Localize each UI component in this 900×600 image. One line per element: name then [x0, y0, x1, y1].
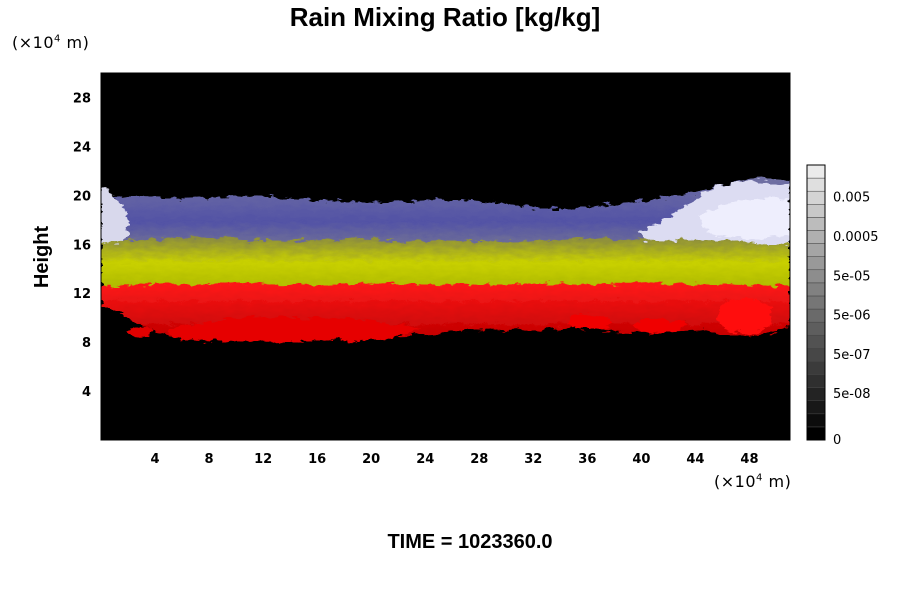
colorbar-level [806, 190, 826, 205]
colorbar-level [806, 164, 826, 179]
colorbar-label: 0 [833, 433, 841, 448]
rain-field [101, 178, 790, 343]
colorbar-level [806, 256, 826, 271]
x-tick-label: 48 [740, 452, 758, 467]
middle-band [101, 237, 790, 294]
chart-title: Rain Mixing Ratio [kg/kg] [289, 2, 601, 32]
y-axis-unit: (×104 m) [12, 33, 90, 52]
colorbar-level [806, 400, 826, 415]
colorbar-level [806, 321, 826, 336]
y-tick-label: 24 [73, 140, 91, 155]
colorbar-level [806, 374, 826, 388]
colorbar-level [806, 177, 826, 192]
x-tick-label: 40 [632, 452, 650, 467]
y-tick-label: 28 [73, 91, 91, 106]
x-axis-ticks: 4 8 12 16 20 24 28 32 36 40 44 48 [151, 452, 759, 467]
x-tick-label: 24 [416, 452, 434, 467]
x-tick-label: 36 [578, 452, 596, 467]
colorbar-label: 0.0005 [833, 230, 879, 245]
red-fragments [169, 317, 420, 343]
colorbar-label: 5e-06 [833, 309, 871, 324]
colorbar-level [806, 243, 826, 257]
highlight-left [101, 190, 129, 250]
x-axis-unit: (×104 m) [714, 472, 792, 491]
colorbar: 0 5e-08 5e-07 5e-06 5e-05 0.0005 0.005 [806, 164, 879, 448]
colorbar-level [806, 217, 826, 231]
colorbar-level [806, 295, 826, 310]
x-tick-label: 4 [151, 452, 160, 467]
colorbar-label: 5e-07 [833, 348, 871, 363]
upper-band [101, 178, 790, 250]
colorbar-label: 5e-05 [833, 269, 871, 284]
colorbar-level [806, 282, 826, 297]
colorbar-level [806, 269, 826, 284]
time-label: TIME = 1023360.0 [387, 531, 553, 553]
y-tick-label: 12 [73, 287, 91, 302]
x-tick-label: 8 [205, 452, 214, 467]
y-tick-label: 4 [82, 385, 91, 400]
x-tick-label: 20 [362, 452, 380, 467]
colorbar-level [806, 348, 826, 362]
colorbar-level [806, 308, 826, 323]
y-tick-label: 16 [73, 238, 91, 253]
x-tick-label: 32 [524, 452, 542, 467]
x-tick-label: 16 [308, 452, 326, 467]
colorbar-label: 5e-08 [833, 387, 871, 402]
colorbar-label: 0.005 [833, 191, 870, 206]
colorbar-level [806, 230, 826, 244]
y-tick-label: 8 [82, 336, 91, 351]
colorbar-level [806, 334, 826, 349]
colorbar-level [806, 361, 826, 375]
x-tick-label: 44 [686, 452, 704, 467]
x-tick-label: 28 [470, 452, 488, 467]
colorbar-level [806, 426, 826, 441]
x-tick-label: 12 [254, 452, 272, 467]
colorbar-level [806, 413, 826, 428]
colorbar-level [806, 387, 826, 401]
y-axis-ticks: 4 8 12 16 20 24 28 [73, 91, 91, 400]
colorbar-level [806, 204, 826, 218]
y-tick-label: 20 [73, 189, 91, 204]
